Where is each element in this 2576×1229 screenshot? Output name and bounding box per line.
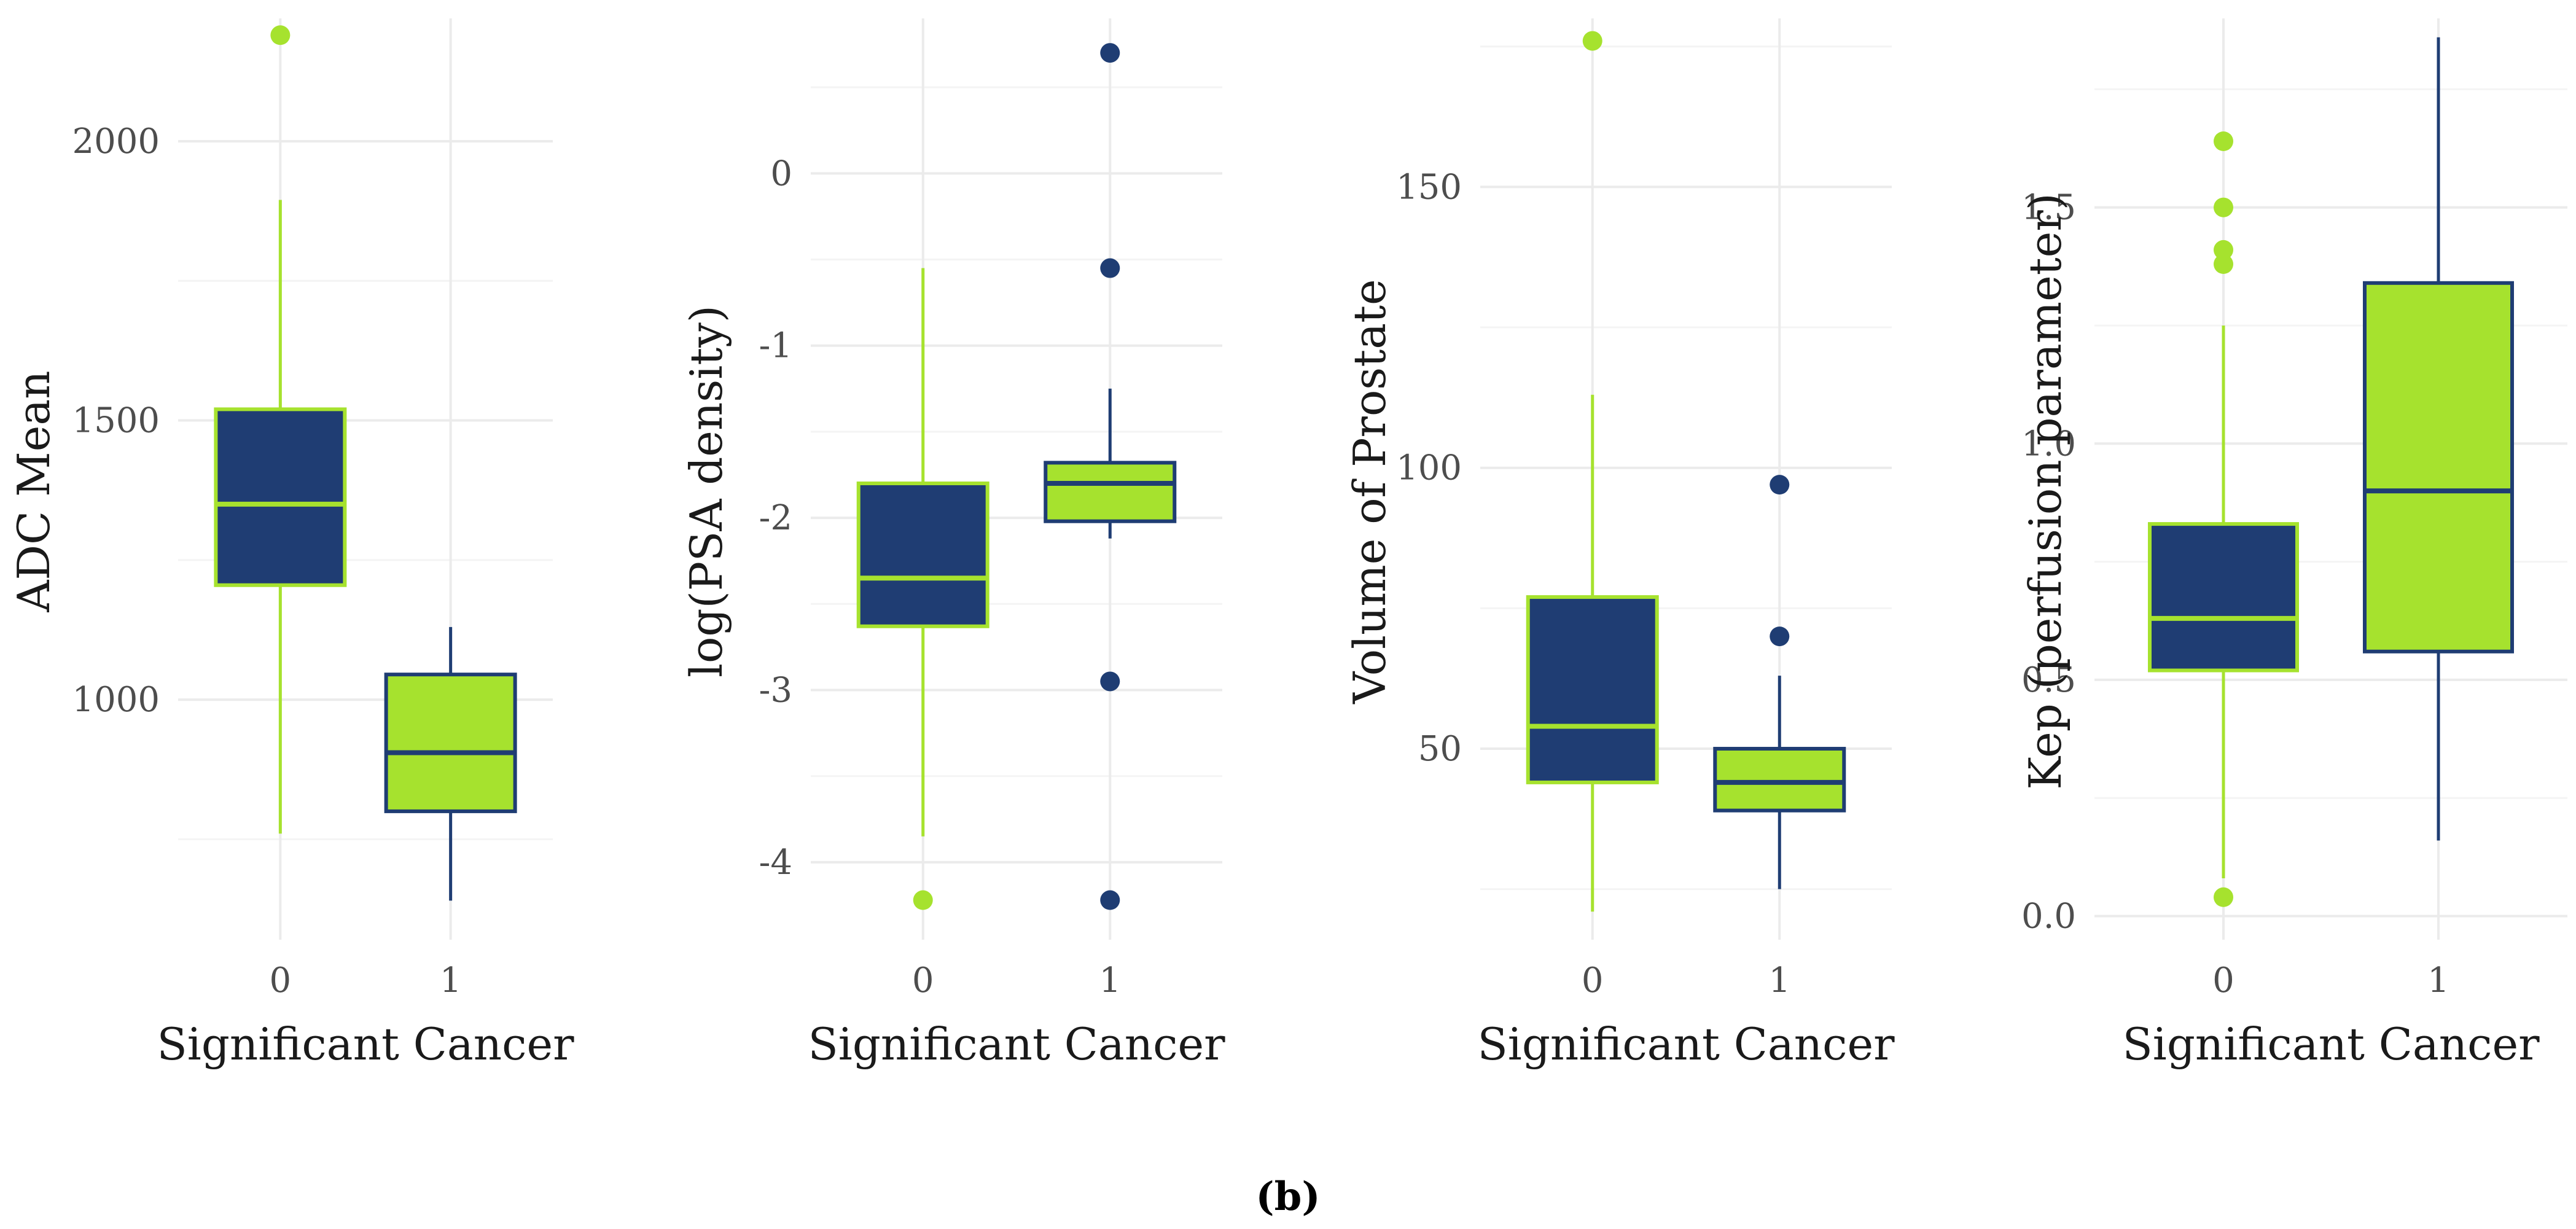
panel-3: 50 100 150 0 1 Significant Cancer Volume of Pr… — [1344, 18, 1895, 1070]
outlier-point — [2214, 254, 2233, 274]
panel-1: 1000 1500 2000 0 1 Significant Cancer ADC Mean — [8, 18, 574, 1070]
y-tick-label: 150 — [1396, 167, 1462, 207]
x-tick-label: 1 — [440, 961, 462, 1001]
iqr-box — [214, 407, 347, 587]
x-axis-title: Significant Cancer — [808, 1018, 1225, 1070]
y-tick-label: -1 — [759, 326, 792, 366]
box-group-1 — [2363, 37, 2514, 841]
box-group-0 — [2148, 131, 2299, 907]
y-tick-label: 1.0 — [2021, 424, 2076, 464]
box-group-1 — [384, 626, 517, 901]
x-tick-label: 0 — [270, 961, 292, 1001]
box-group-1 — [1044, 43, 1177, 910]
y-tick-label: -3 — [759, 670, 792, 710]
y-tick-label: 1500 — [72, 401, 160, 441]
x-tick-label: 0 — [2212, 961, 2234, 1001]
outlier-point — [2214, 887, 2233, 907]
outlier-point — [270, 25, 291, 45]
y-tick-label: 0.0 — [2021, 897, 2076, 937]
y-tick-label: 0 — [770, 154, 792, 193]
outlier-point — [1100, 890, 1120, 910]
outlier-point — [1770, 475, 1790, 495]
y-tick-label: 100 — [1396, 448, 1462, 488]
iqr-box — [384, 673, 517, 813]
y-tick-label: 1.5 — [2021, 188, 2076, 228]
x-tick-label: 0 — [1582, 961, 1604, 1001]
outlier-point — [1100, 258, 1120, 278]
y-axis-title: ADC Mean — [8, 370, 60, 612]
y-tick-label: 50 — [1418, 729, 1462, 769]
x-tick-label: 1 — [1099, 961, 1121, 1001]
iqr-box — [1713, 747, 1846, 813]
box-group-1 — [1713, 475, 1846, 889]
y-tick-label: 1000 — [72, 680, 160, 720]
x-axis-title: Significant Cancer — [157, 1018, 574, 1070]
x-axis-title: Significant Cancer — [1477, 1018, 1895, 1070]
x-tick-label: 0 — [912, 961, 934, 1001]
box-group-0 — [1526, 31, 1659, 912]
outlier-point — [1582, 31, 1602, 51]
box-group-0 — [214, 25, 347, 834]
figure-caption: (b) — [1255, 1174, 1320, 1220]
y-tick-label: -4 — [759, 843, 792, 883]
outlier-point — [1770, 626, 1790, 647]
iqr-box — [856, 482, 989, 628]
box-group-0 — [856, 268, 989, 910]
iqr-box — [1526, 595, 1659, 784]
x-axis-title: Significant Cancer — [2122, 1018, 2540, 1070]
outlier-point — [2214, 197, 2233, 217]
iqr-box — [2148, 522, 2299, 673]
x-tick-label: 1 — [1768, 961, 1790, 1001]
outlier-point — [1100, 671, 1120, 692]
panel-4: 0.0 0.5 1.0 1.5 0 1 Significant Cancer Kep (per… — [2020, 18, 2567, 1070]
y-tick-label: 0.5 — [2021, 660, 2076, 700]
iqr-box — [2363, 281, 2514, 654]
y-tick-label: 2000 — [72, 122, 160, 162]
y-axis-title: Volume of Prostate — [1344, 279, 1395, 704]
outlier-point — [913, 890, 933, 910]
y-tick-label: -2 — [759, 498, 792, 538]
x-tick-label: 1 — [2427, 961, 2449, 1001]
outlier-point — [1100, 43, 1120, 63]
outlier-point — [2214, 240, 2233, 260]
outlier-point — [2214, 131, 2233, 151]
y-axis-title: Kep (perfusion parameter) — [2020, 193, 2071, 790]
iqr-box — [1044, 461, 1177, 523]
y-axis-title: log(PSA density) — [681, 305, 732, 677]
panel-2: -4 -3 -2 -1 0 0 1 Significant Cancer log(PSA den… — [681, 18, 1225, 1070]
